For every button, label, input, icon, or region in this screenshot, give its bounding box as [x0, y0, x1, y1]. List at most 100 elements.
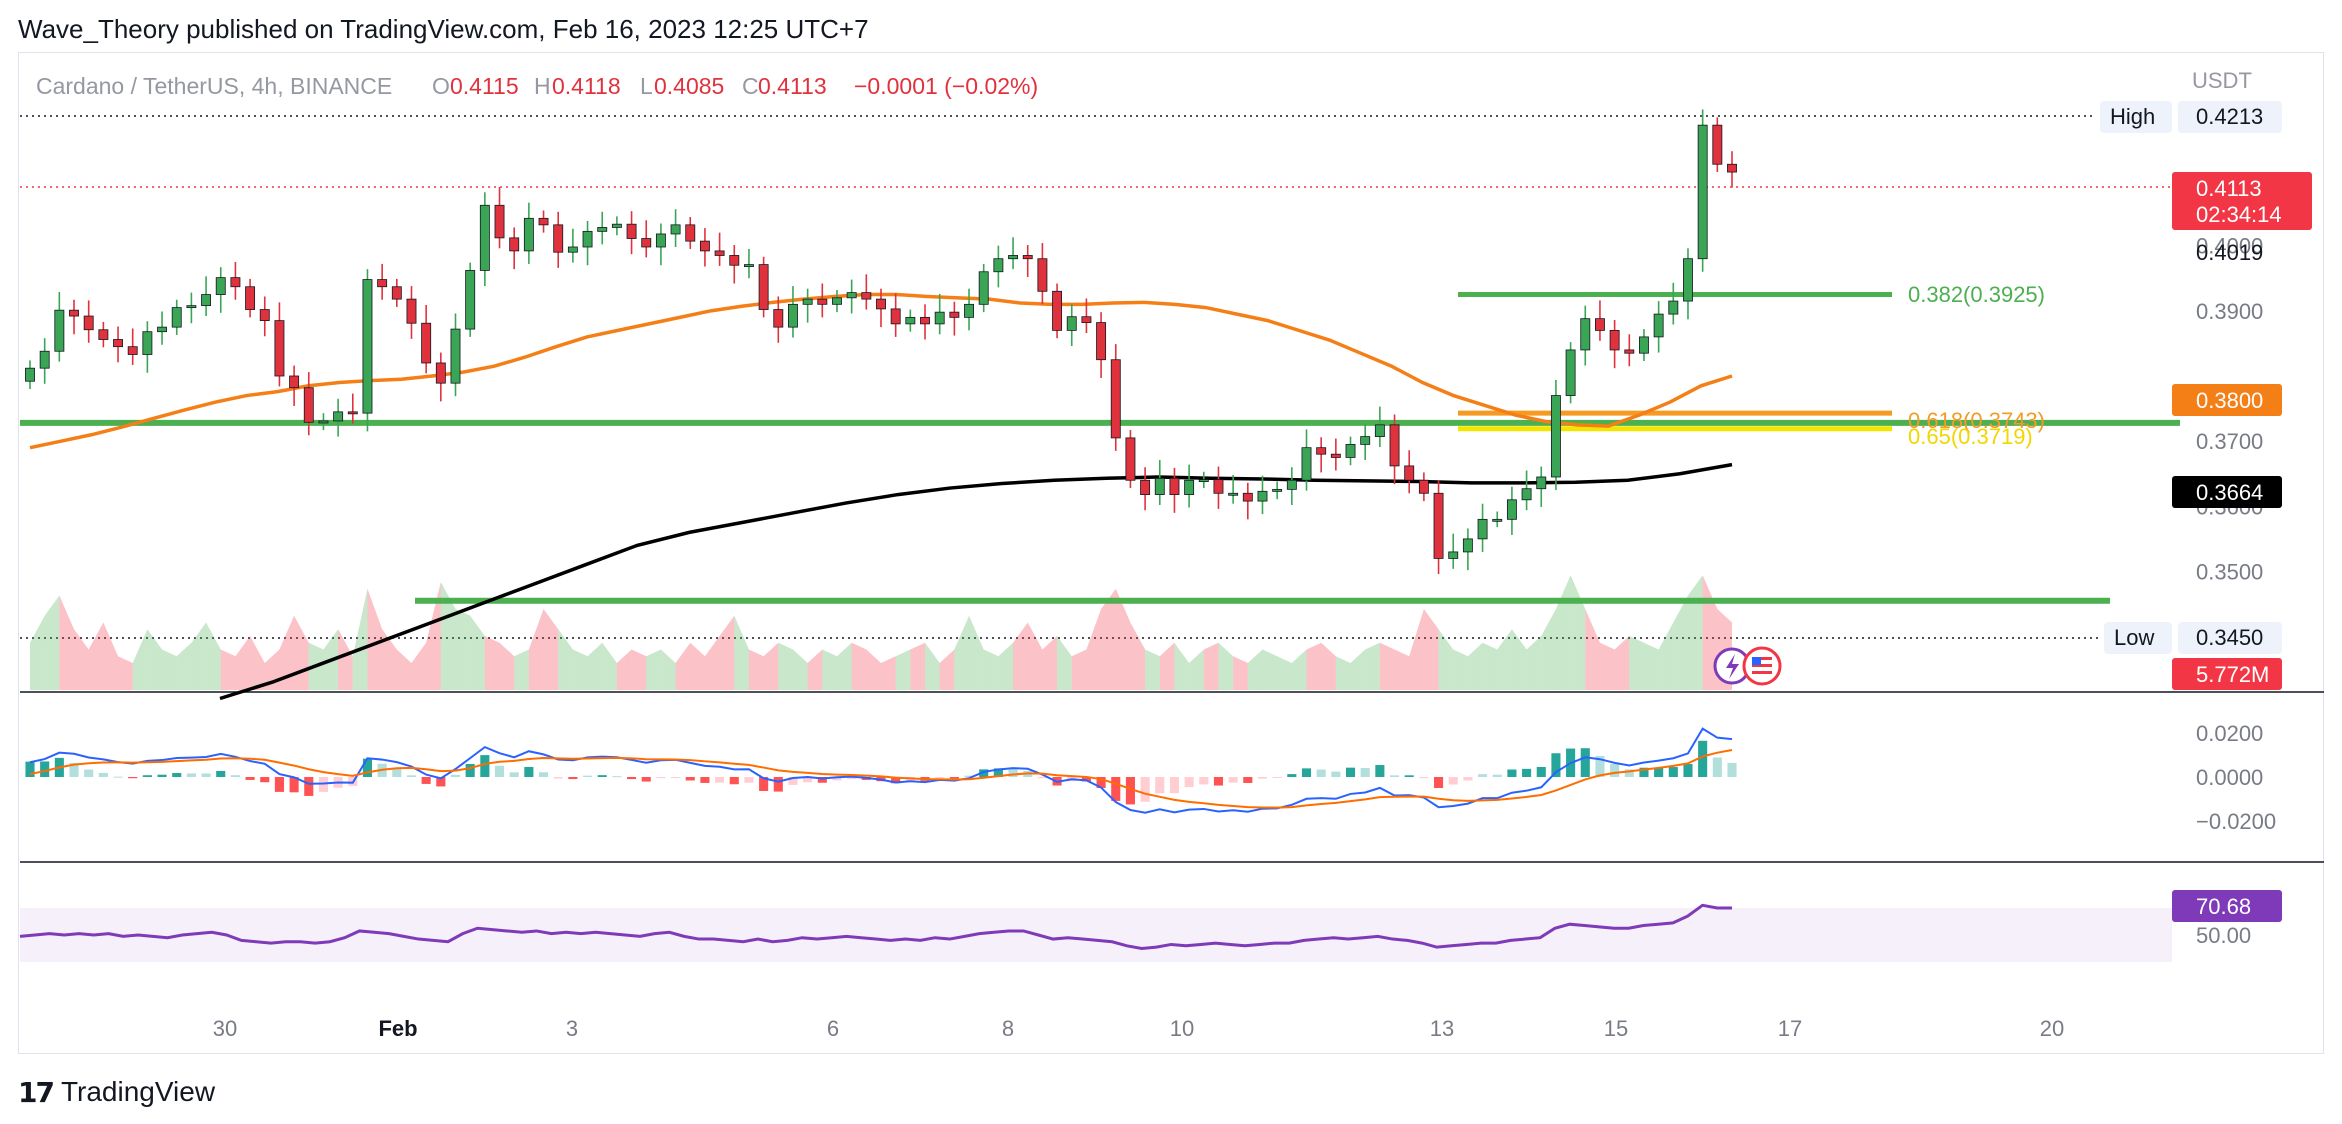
volume-segment: [132, 629, 148, 690]
macd-histogram-bar: [773, 777, 783, 792]
macd-histogram-bar: [597, 775, 607, 777]
macd-histogram-bar: [1434, 777, 1444, 788]
macd-histogram-bar: [1375, 765, 1385, 777]
macd-histogram-bar: [113, 776, 123, 778]
candle-body: [435, 362, 446, 384]
candle-body: [1066, 316, 1077, 331]
volume-segment: [1233, 656, 1248, 690]
candle-body: [1712, 124, 1723, 165]
macd-histogram-bar: [128, 777, 138, 779]
volume-segment: [74, 629, 89, 690]
volume-segment: [1086, 609, 1102, 690]
macd-histogram-bar: [817, 777, 827, 783]
volume-segment: [1115, 588, 1131, 690]
macd-histogram-bar: [803, 777, 813, 783]
macd-histogram-bar: [406, 775, 417, 777]
candle-body: [377, 279, 388, 288]
candle-body: [699, 240, 710, 252]
x-tick-label: 30: [213, 1016, 237, 1041]
volume-segment: [543, 609, 559, 690]
candle-body: [347, 411, 358, 415]
volume-segment: [279, 615, 295, 690]
macd-histogram-bar: [641, 777, 651, 782]
macd-histogram-bar: [1301, 768, 1312, 777]
candle-body: [1140, 479, 1151, 495]
candle-body: [802, 298, 813, 305]
volume-segment: [176, 642, 192, 690]
candle-body: [1506, 499, 1517, 520]
macd-level-label: −0.0200: [2196, 809, 2276, 834]
ema200-value-box: [2172, 476, 2282, 508]
macd-histogram-bar: [304, 777, 314, 796]
time-axis: 30 Feb 3 6 8 10 13 15 17 20: [213, 1016, 2064, 1041]
candle-body: [1462, 538, 1473, 553]
volume-segment: [59, 595, 75, 690]
macd-histogram-bar: [1624, 769, 1634, 777]
macd-histogram-bar: [1610, 763, 1620, 777]
macd-histogram-bar: [216, 770, 226, 777]
macd-histogram-bar: [788, 777, 798, 785]
macd-histogram-bar: [568, 777, 578, 780]
candle-body: [465, 270, 476, 330]
macd-histogram-bar: [362, 758, 373, 777]
volume-segment: [836, 642, 852, 690]
macd-histogram-bar: [1199, 777, 1209, 785]
macd-histogram-bar: [1243, 777, 1253, 783]
candle-body: [1169, 477, 1180, 495]
candle-body: [289, 375, 300, 389]
candle-body: [215, 277, 226, 295]
volume-segment: [396, 649, 412, 690]
macd-histogram-bar: [538, 772, 549, 777]
macd-histogram-bar: [1419, 777, 1429, 779]
candle-body: [670, 224, 681, 235]
volume-segment: [470, 615, 485, 690]
volume-segment: [1189, 649, 1204, 690]
macd-histogram-bar: [612, 776, 622, 778]
macd-histogram-bar: [157, 774, 167, 777]
macd-histogram-bar: [1360, 768, 1370, 777]
candle-body: [788, 303, 798, 328]
volume-segment: [572, 649, 588, 690]
volume-segment: [1306, 642, 1322, 690]
macd-level-label: 0.0000: [2196, 765, 2263, 790]
volume-segment: [103, 622, 119, 690]
candle-body: [611, 223, 622, 228]
candle-body: [1697, 124, 1708, 260]
macd-histogram-bar: [480, 755, 490, 777]
candle-body: [817, 298, 828, 305]
macd-histogram-bar: [1404, 775, 1414, 777]
volume-segment: [1247, 649, 1263, 690]
macd-histogram-bar: [1478, 774, 1488, 777]
volume-segment: [690, 642, 705, 690]
candle-body: [391, 286, 402, 300]
macd-histogram-bar: [1257, 777, 1268, 779]
macd-histogram-bar: [949, 777, 959, 779]
candle-body: [259, 309, 270, 322]
us-flag-icon[interactable]: [1742, 646, 1782, 686]
macd-histogram-bar: [1345, 767, 1356, 777]
candle-body: [1213, 479, 1224, 494]
volume-segment: [998, 642, 1014, 690]
volume-segment: [748, 649, 764, 690]
volume-segment: [1467, 642, 1483, 690]
candle-body: [743, 264, 754, 267]
volume-segment: [1453, 649, 1468, 690]
y-tick-label: 0.3700: [2196, 429, 2263, 454]
x-tick-label: Feb: [378, 1016, 417, 1041]
macd-histogram-bar: [1654, 767, 1664, 777]
y-tick-label: 0.3900: [2196, 299, 2263, 324]
macd-histogram-bar: [524, 766, 534, 777]
macd-histogram-bar: [656, 777, 666, 779]
candle-body: [905, 316, 916, 325]
volume-segment: [969, 615, 984, 690]
ema50-value-box: [2172, 384, 2282, 416]
chart-frame[interactable]: [18, 52, 2324, 1054]
volume-segment: [220, 649, 236, 690]
macd-histogram-bar: [1008, 768, 1018, 777]
chart-title: Cardano / TetherUS, 4h, BINANCE: [36, 73, 392, 99]
macd-histogram-bar: [494, 765, 505, 777]
candle-body: [201, 294, 212, 307]
volume-segment: [1526, 636, 1542, 690]
macd-histogram-bar: [186, 773, 196, 777]
